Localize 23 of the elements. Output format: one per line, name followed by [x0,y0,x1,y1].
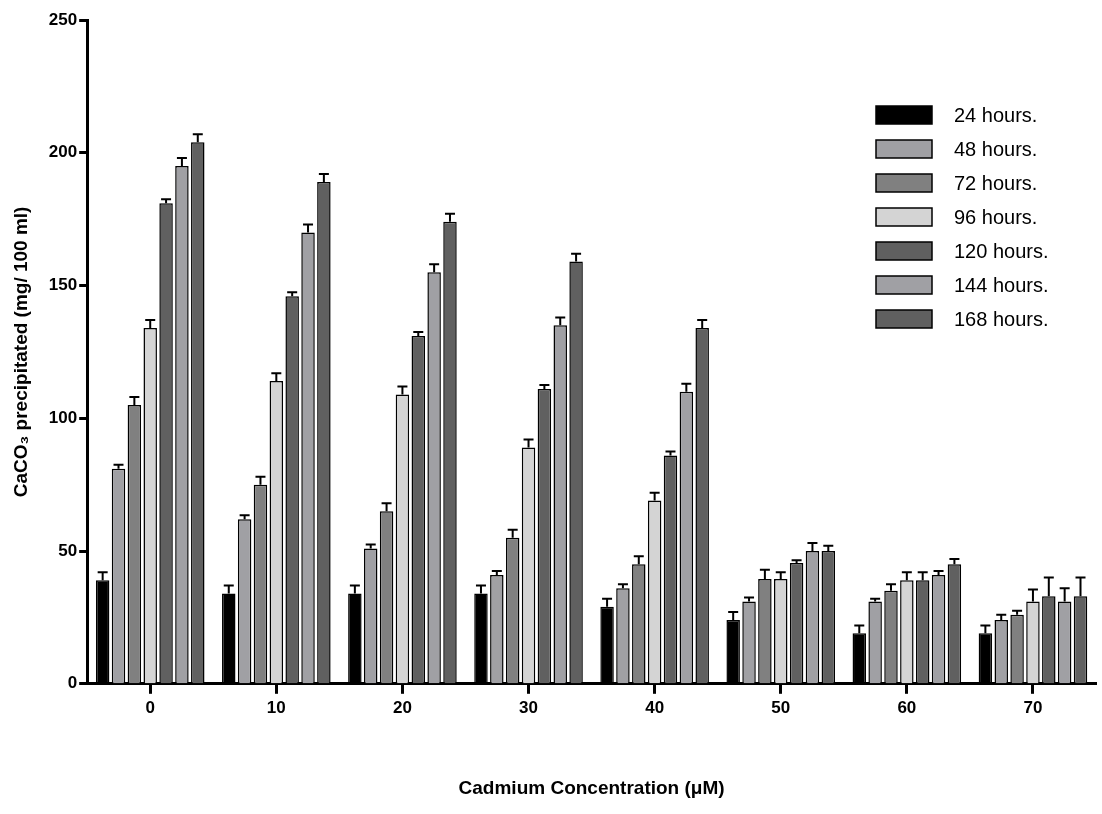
legend-label: 72 hours. [954,171,1038,194]
x-tick-label: 10 [266,697,286,717]
y-tick-label: 250 [48,9,78,29]
y-tick-label: 200 [48,142,78,162]
legend-label: 96 hours. [954,205,1038,228]
y-tick-label: 50 [58,540,78,560]
x-axis-title: Cadmium Concentration (μM) [458,776,725,798]
legend-label: 48 hours. [954,137,1038,160]
legend-label: 168 hours. [954,307,1049,330]
x-tick-label: 40 [645,697,665,717]
x-tick-label: 70 [1023,697,1043,717]
legend-label: 120 hours. [954,239,1049,262]
legend-label: 144 hours. [954,273,1049,296]
y-tick-label: 100 [48,407,78,427]
x-tick-label: 0 [145,697,155,717]
y-tick-label: 0 [67,673,78,693]
legend-label: 24 hours. [954,103,1038,126]
x-tick-label: 50 [771,697,791,717]
x-tick-label: 20 [392,697,412,717]
x-tick-label: 60 [897,697,917,717]
y-tick-label: 150 [48,275,78,295]
y-axis-title: CaCO₃ precipitated (mg/ 100 ml) [9,206,31,498]
x-tick-label: 30 [519,697,538,717]
